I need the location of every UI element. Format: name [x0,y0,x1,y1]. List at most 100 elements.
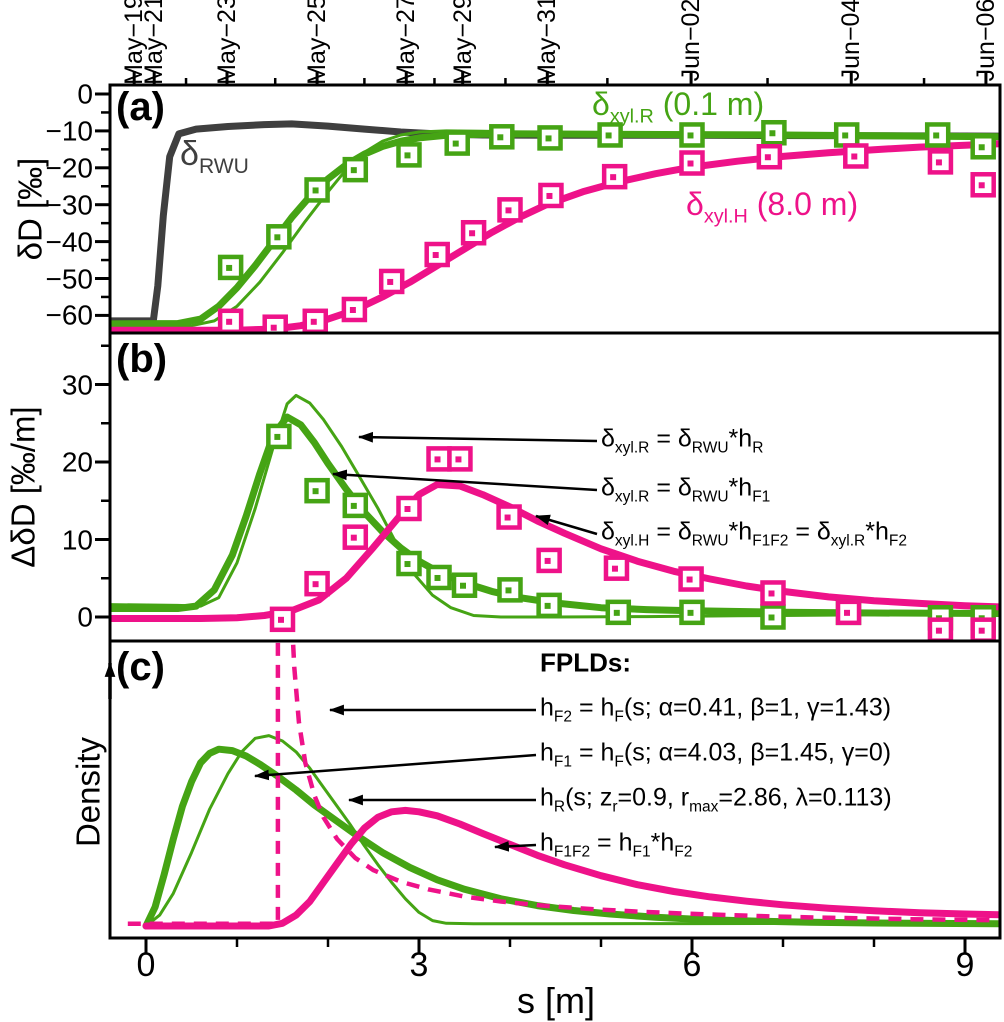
curve-h_R [144,734,1000,928]
y-axis-title-b: ΔδD [‰/m] [4,406,42,568]
annotation-arrow [534,514,598,536]
y-tick-label: −40 [45,225,94,257]
data-point-center [605,132,612,139]
y-axis-title-c: Density [69,736,107,848]
data-point-center [460,582,466,589]
data-point-center [611,565,618,572]
data-point-center [978,144,985,151]
date-tick-label: Jun−02 [676,0,705,82]
y-tick-label: 0 [77,78,93,110]
x-tick-label: 3 [409,946,429,985]
data-point-center [349,306,356,313]
x-tick-label: 6 [682,946,702,985]
panel-b-plot-area [110,393,1000,641]
data-point-center [278,616,284,623]
x-axis-title: s [m] [517,980,595,1022]
data-point-center [350,167,357,174]
date-tick-label: May−25 [302,0,331,85]
data-point-center [769,130,776,137]
data-point-center [546,192,553,199]
data-point-center [350,534,357,541]
annotation-arrow [253,753,537,781]
data-point-center [387,278,394,285]
date-tick-label: Jun−04 [837,0,866,82]
date-tick-label: May−27 [392,0,421,85]
data-point-center [687,160,694,167]
data-point-center [544,557,551,564]
annotation-arrow [331,469,598,492]
y-tick-label: −10 [45,115,94,147]
data-point-center [226,318,233,325]
data-point-center [610,174,617,181]
data-point-center [978,182,985,189]
curve-dd_xylR_hR [110,393,1000,619]
data-point-center [404,561,411,568]
y-tick-label: −20 [45,152,94,184]
y-tick-label: 10 [61,523,93,555]
y-tick-label: −30 [45,188,94,220]
panel-a-label: (a) [116,85,165,129]
annotation-arrow [493,840,537,852]
data-point-center [687,609,694,616]
data-point-center [544,602,551,609]
panel-c-plot-area [127,641,1000,930]
data-point-center [842,132,849,139]
annotation-label: hF1F2 = hF1*hF2 [540,828,693,861]
annotation-label: δxyl.R = δRWU*hF1 [601,473,771,506]
panel-c-label: (c) [116,645,165,689]
data-point-center [851,153,858,160]
data-point-center [933,132,940,139]
data-point-center [404,506,411,512]
data-point-center [469,230,476,237]
data-point-center [434,574,441,581]
data-point-center [505,587,512,594]
data-point-center [270,324,277,331]
data-point-center [312,581,319,588]
curve-h_F2 [127,641,1000,927]
panel-a-plot-area [110,119,1000,333]
data-point-center [687,132,694,139]
y-tick-label: −60 [45,299,94,331]
data-point-center [505,207,512,214]
x-tick-label: 9 [955,946,975,985]
data-point-center [226,264,233,271]
data-point-center [350,502,357,509]
y-tick-label: 0 [77,601,93,633]
curve-delta_xylR_from_hF1 [110,130,1000,328]
data-point-center [764,154,771,161]
y-tick-label: 30 [61,368,93,400]
data-point-center [768,590,775,597]
curve-h_F1F2 [142,806,1000,930]
data-point-center [312,187,319,194]
series-label: δxyl.H (8.0 m) [686,186,859,228]
data-point-center [504,514,511,521]
series-label: δRWU [180,135,249,178]
data-point-center [432,252,439,259]
data-point-center [935,159,942,166]
data-point-center [844,609,851,616]
data-point-center [768,614,775,621]
data-point-center [452,140,459,147]
annotation-label: δxyl.H = δRWU*hF1F2 = δxyl.R*hF2 [601,517,907,550]
data-point-center [404,152,411,159]
y-tick-label: 20 [61,446,93,478]
annotation-label: hR(s; zr=0.9, rmax=2.86, λ=0.113) [540,783,892,816]
data-point-center [545,135,552,142]
fplds-title: FPLDs: [540,647,631,678]
annotation-label: hF1 = hF(s; α=4.03, β=1.45, γ=0) [540,738,892,771]
date-tick-label: May−31 [533,0,562,85]
data-point-center [310,318,317,325]
y-axis-title-a: δD [‰] [11,157,49,261]
data-point-center [312,488,319,495]
data-point-center [274,433,281,440]
data-point-center [935,627,942,634]
x-tick-label: 0 [136,946,156,985]
y-tick-label: −50 [45,262,94,294]
data-point-center [497,134,504,141]
series-label: δxyl.R (0.1 m) [592,86,765,128]
annotation-label: hF2 = hF(s; α=0.41, β=1, γ=1.43) [540,693,892,726]
data-point-center [455,456,462,463]
annotation-label: δxyl.R = δRWU*hR [601,424,764,457]
